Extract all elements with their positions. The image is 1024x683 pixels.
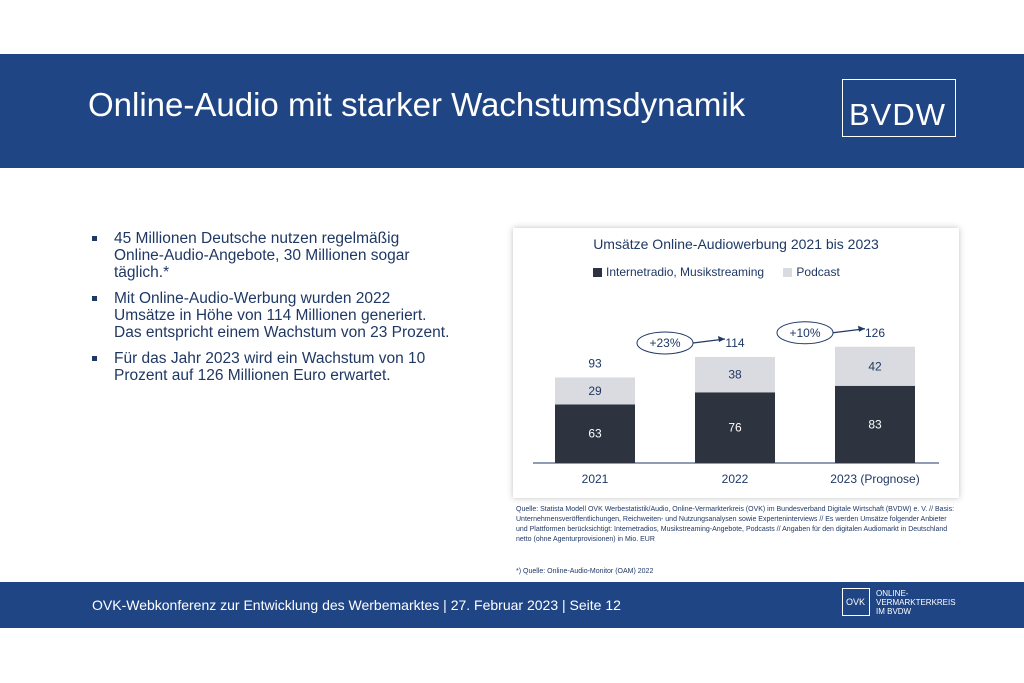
bar-total-label: 114 bbox=[725, 336, 744, 350]
growth-label: +23% bbox=[649, 336, 680, 350]
chart-panel: Umsätze Online-Audiowerbung 2021 bis 202… bbox=[513, 228, 959, 498]
footer-bar bbox=[0, 582, 1024, 628]
legend-item-internetradio: Internetradio, Musikstreaming bbox=[593, 265, 764, 279]
bullet-item: Für das Jahr 2023 wird ein Wachstum von … bbox=[92, 350, 452, 384]
legend-swatch bbox=[593, 268, 602, 278]
page-title: Online-Audio mit starker Wachstumsdynami… bbox=[88, 86, 746, 123]
bar-segment-internetradio bbox=[835, 385, 915, 463]
bar-segment-podcast bbox=[695, 356, 775, 393]
bvdw-logo-text: BVDW bbox=[849, 97, 946, 132]
bullet-list: 45 Millionen Deutsche nutzen regelmäßig … bbox=[92, 230, 452, 393]
bar-segment-podcast bbox=[835, 346, 915, 386]
legend-label: Internetradio, Musikstreaming bbox=[606, 265, 765, 279]
bar-value-label: 63 bbox=[588, 427, 602, 441]
bar-value-label: 42 bbox=[868, 359, 882, 373]
ovk-logo-icon: OVK bbox=[842, 588, 870, 616]
header-bar bbox=[0, 54, 1024, 168]
ovk-logo-text: OVK bbox=[846, 597, 866, 607]
x-tick-label: 2021 bbox=[582, 472, 609, 486]
bvdw-logo: BVDW bbox=[842, 79, 956, 137]
ovk-org-line: ONLINE- bbox=[876, 589, 909, 598]
growth-ellipse bbox=[636, 331, 694, 355]
bar-total-label: 126 bbox=[865, 326, 885, 340]
bar-value-label: 76 bbox=[728, 421, 742, 435]
legend-swatch bbox=[783, 268, 793, 278]
ovk-org-name: ONLINE- VERMARKTERKREIS IM BVDW bbox=[876, 589, 956, 616]
legend-label: Podcast bbox=[796, 265, 840, 279]
bar-segment-podcast bbox=[555, 377, 635, 405]
chart-svg: 63 29 93 2021 76 38 114 2022 83 42 126 2023 (Progno… bbox=[533, 321, 939, 486]
chart-legend: Internetradio, Musikstreaming Podcast bbox=[593, 265, 856, 279]
legend-item-podcast: Podcast bbox=[783, 265, 840, 279]
bar-value-label: 29 bbox=[588, 384, 602, 398]
bullet-item: 45 Millionen Deutsche nutzen regelmäßig … bbox=[92, 230, 452, 281]
growth-label: +10% bbox=[789, 326, 820, 340]
bar-value-label: 38 bbox=[728, 368, 742, 382]
ovk-org-line: IM BVDW bbox=[876, 607, 912, 616]
footer-text: OVK-Webkonferenz zur Entwicklung des Wer… bbox=[92, 597, 621, 613]
chart-title: Umsätze Online-Audiowerbung 2021 bis 202… bbox=[593, 236, 879, 252]
source-note: *) Quelle: Online-Audio-Monitor (OAM) 20… bbox=[516, 568, 654, 575]
bullet-item: Mit Online-Audio-Werbung wurden 2022 Ums… bbox=[92, 290, 452, 341]
bar-segment-internetradio bbox=[555, 404, 635, 463]
bar-total-label: 93 bbox=[588, 356, 602, 370]
growth-arrow-head bbox=[718, 335, 725, 342]
growth-arrow-head bbox=[858, 325, 865, 332]
x-tick-label: 2022 bbox=[722, 472, 749, 486]
source-text: Quelle: Statista Modell OVK Werbestatist… bbox=[516, 506, 955, 543]
bar-segment-internetradio bbox=[695, 392, 775, 463]
bar-value-label: 83 bbox=[868, 417, 882, 431]
x-tick-label: 2023 (Prognose) bbox=[830, 472, 919, 486]
ovk-org-line: VERMARKTERKREIS bbox=[876, 598, 956, 607]
